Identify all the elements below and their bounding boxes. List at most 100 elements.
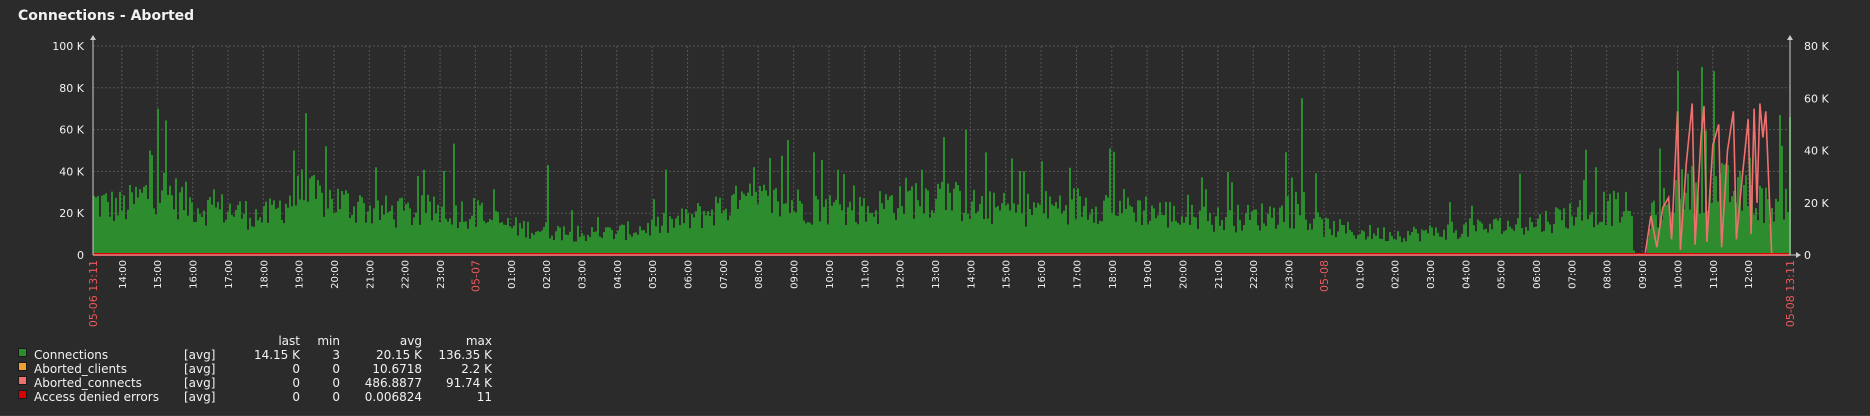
connections-bar [1283,221,1285,255]
connections-bar [827,224,829,255]
connections-bar [683,223,685,255]
connections-bar [131,192,133,255]
legend-value-avg: 0.006824 [364,390,422,404]
connections-bar [1221,220,1223,255]
connections-bar [1551,232,1553,255]
connections-bar [1777,201,1779,255]
connections-bar [1281,205,1283,255]
connections-bar [1095,206,1097,255]
connections-bar [1727,165,1729,255]
connections-bar [381,205,383,255]
connections-bar [1407,230,1409,255]
connections-bar [1275,228,1277,255]
connections-bar [395,227,397,255]
connections-bar [1189,224,1191,255]
connections-bar [1069,167,1071,255]
connections-bar [561,240,563,255]
connections-bar [343,194,345,255]
connections-bar [855,222,857,255]
connections-bar [1457,239,1459,255]
connections-bar [1711,203,1713,255]
connections-bar [1259,230,1261,255]
connections-bar [1725,163,1727,255]
connections-bar [1269,206,1271,255]
connections-bar [1499,217,1501,255]
connections-bar [447,221,449,255]
connections-bar [1443,229,1445,255]
connections-bar [1047,218,1049,255]
connections-bar [1533,227,1535,255]
connections-bar [209,197,211,255]
connections-bar [577,225,579,255]
connections-bar [1547,221,1549,255]
connections-bar [651,219,653,255]
legend-value-max: 91.74 K [445,376,492,390]
x-tick-label: 06:00 [1532,260,1543,289]
connections-bar [1343,225,1345,255]
connections-bar [487,222,489,255]
connections-bar [815,195,817,255]
connections-bar [1501,233,1503,255]
x-tick-label: 12:00 [896,260,907,289]
connections-bar [1583,179,1585,255]
connections-bar [1031,214,1033,255]
connections-bar [93,195,95,255]
legend-value-min: 0 [332,362,340,376]
connections-bar [1393,239,1395,255]
connections-bar [275,209,277,255]
connections-bar [1609,193,1611,255]
x-tick-label: 05:00 [648,260,659,289]
x-tick-label: 01:00 [1355,260,1366,289]
connections-bar [1219,225,1221,255]
connections-bar [445,218,447,255]
connections-graph[interactable]: 0 20 K 40 K 60 K 80 K 100 K 0 20 K 40 K 60 K 80 K 0… [0,0,1870,330]
connections-bar [269,198,271,255]
connections-bar [1627,210,1629,255]
connections-bar [1761,188,1763,255]
connections-bar [513,225,515,255]
connections-bar [1117,215,1119,255]
connections-bar [653,199,655,255]
connections-bar [253,226,255,255]
connections-bar [785,203,787,255]
connections-bar [353,206,355,255]
connections-bar [107,201,109,255]
connections-bar [1591,211,1593,255]
connections-bar [1661,219,1663,255]
connections-bar [751,195,753,255]
connections-bar [1599,221,1601,255]
connections-bar [185,181,187,255]
connections-bar [1659,148,1661,255]
x-tick-label: 18:00 [1108,260,1119,289]
legend-value-last: 14.15 K [253,348,300,362]
connections-bar [819,221,821,255]
connections-bar [483,220,485,255]
connections-bar [1079,196,1081,255]
connections-bar [393,219,395,255]
connections-bar [1195,217,1197,255]
connections-bar [635,232,637,255]
connections-bar [779,216,781,255]
x-tick-label: 18:00 [259,260,270,289]
connections-bar [331,198,333,255]
connections-bar [723,210,725,255]
connections-bar [479,205,481,255]
connections-bar [1757,220,1759,255]
connections-bar [425,213,427,255]
legend-value-max: 11 [476,390,492,404]
connections-bar [1101,221,1103,255]
connections-bar [259,217,261,255]
connections-bar [1375,235,1377,255]
connections-bar [719,197,721,255]
connections-bar [1057,208,1059,255]
connections-bar [1105,194,1107,255]
aborted-connects-line [93,103,1790,256]
connections-bar [1485,228,1487,255]
connections-bar [1099,220,1101,255]
connections-bar [1527,230,1529,255]
y-tick-label-left: 0 [77,249,84,262]
x-tick-label: 02:00 [1391,260,1402,289]
connections-bar [1023,171,1025,255]
connections-bar [993,192,995,255]
connections-bar [377,200,379,255]
